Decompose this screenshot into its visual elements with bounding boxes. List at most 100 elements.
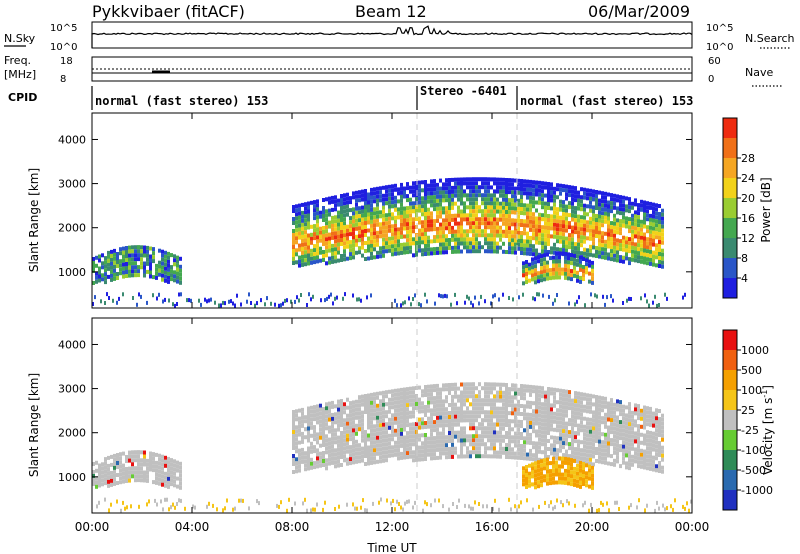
heatmap-cell [576, 463, 579, 468]
heatmap-cell [631, 233, 634, 238]
heatmap-cell [531, 269, 534, 274]
heatmap-cell [403, 246, 406, 251]
heatmap-cell [499, 382, 502, 387]
cpid-label: CPID [8, 91, 37, 104]
heatmap-cell [529, 384, 532, 389]
heatmap-cell [445, 451, 448, 456]
heatmap-cell [131, 265, 134, 270]
heatmap-cell [155, 271, 158, 276]
heatmap-cell [155, 460, 158, 465]
heatmap-cell [616, 427, 619, 432]
heatmap-cell [412, 410, 415, 415]
heatmap-cell [382, 398, 385, 403]
heatmap-cell [349, 248, 352, 253]
heatmap-cell [418, 192, 421, 197]
heatmap-cell [397, 239, 400, 244]
heatmap-cell [352, 460, 355, 465]
heatmap-cell [628, 245, 631, 250]
heatmap-cell [541, 241, 544, 246]
heatmap-cell [295, 433, 298, 438]
velocity-heatmap-cells [92, 382, 692, 513]
heatmap-cell [478, 390, 481, 395]
heatmap-cell [406, 234, 409, 239]
heatmap-cell [550, 447, 553, 452]
heatmap-cell [475, 426, 478, 431]
heatmap-cell [358, 214, 361, 219]
heatmap-cell [604, 436, 607, 441]
clutter-cell [426, 299, 428, 304]
heatmap-cell [562, 232, 565, 237]
heatmap-cell [658, 240, 661, 244]
heatmap-cell [502, 414, 505, 419]
heatmap-cell [161, 466, 164, 471]
heatmap-cell [164, 258, 167, 263]
heatmap-cell [313, 433, 316, 438]
heatmap-cell [466, 446, 469, 451]
heatmap-cell [622, 404, 625, 409]
heatmap-cell [562, 208, 565, 213]
clutter-cell [414, 500, 416, 505]
heatmap-cell [307, 257, 310, 262]
heatmap-cell [502, 446, 505, 451]
heatmap-cell [634, 222, 637, 227]
heatmap-cell [301, 258, 304, 263]
heatmap-cell [316, 231, 319, 236]
heatmap-cell [535, 192, 538, 197]
heatmap-cell [577, 214, 580, 219]
heatmap-cell [625, 437, 628, 442]
clutter-cell [484, 299, 486, 304]
heatmap-cell [577, 399, 580, 404]
heatmap-cell [170, 269, 173, 274]
heatmap-cell [146, 478, 149, 483]
heatmap-cell [616, 451, 619, 456]
heatmap-cell [391, 216, 394, 221]
heatmap-cell [625, 216, 628, 221]
heatmap-cell [541, 442, 544, 447]
clutter-cell [146, 300, 148, 305]
heatmap-cell [478, 245, 481, 250]
heatmap-cell [661, 449, 664, 454]
heatmap-cell [481, 386, 484, 391]
heatmap-cell [553, 399, 556, 404]
heatmap-cell [616, 238, 619, 243]
heatmap-cell [610, 406, 613, 411]
heatmap-cell [604, 239, 607, 244]
heatmap-cell [421, 236, 424, 241]
heatmap-cell [113, 473, 116, 478]
heatmap-cell [107, 463, 110, 468]
heatmap-cell [370, 219, 373, 224]
heatmap-cell [418, 196, 421, 201]
heatmap-cell [622, 239, 625, 244]
heatmap-cell [376, 190, 379, 195]
heatmap-cell [559, 400, 562, 405]
heatmap-cell [577, 218, 580, 223]
heatmap-cell [643, 433, 646, 438]
heatmap-cell [451, 402, 454, 407]
heatmap-cell [373, 239, 376, 244]
heatmap-cell [301, 234, 304, 239]
heatmap-cell [430, 408, 433, 413]
heatmap-cell [640, 416, 643, 421]
clutter-cell [282, 301, 284, 306]
heatmap-cell [591, 481, 594, 486]
heatmap-cell [469, 181, 472, 186]
heatmap-cell [555, 480, 558, 485]
heatmap-cell [643, 232, 646, 237]
heatmap-cell [451, 434, 454, 439]
heatmap-cell [601, 231, 604, 236]
heatmap-cell [490, 193, 493, 198]
heatmap-cell [580, 452, 583, 457]
heatmap-cell [424, 425, 427, 429]
heatmap-cell [646, 406, 649, 411]
heatmap-cell [502, 233, 505, 238]
heatmap-cell [595, 198, 598, 202]
clutter-cell [330, 292, 332, 297]
heatmap-cell [394, 392, 397, 397]
heatmap-cell [508, 178, 511, 183]
heatmap-cell [466, 213, 469, 218]
clutter-cell [548, 294, 550, 299]
heatmap-cell [565, 429, 568, 434]
heatmap-cell [568, 398, 571, 403]
heatmap-cell [576, 274, 579, 279]
clutter-cell [596, 294, 598, 299]
